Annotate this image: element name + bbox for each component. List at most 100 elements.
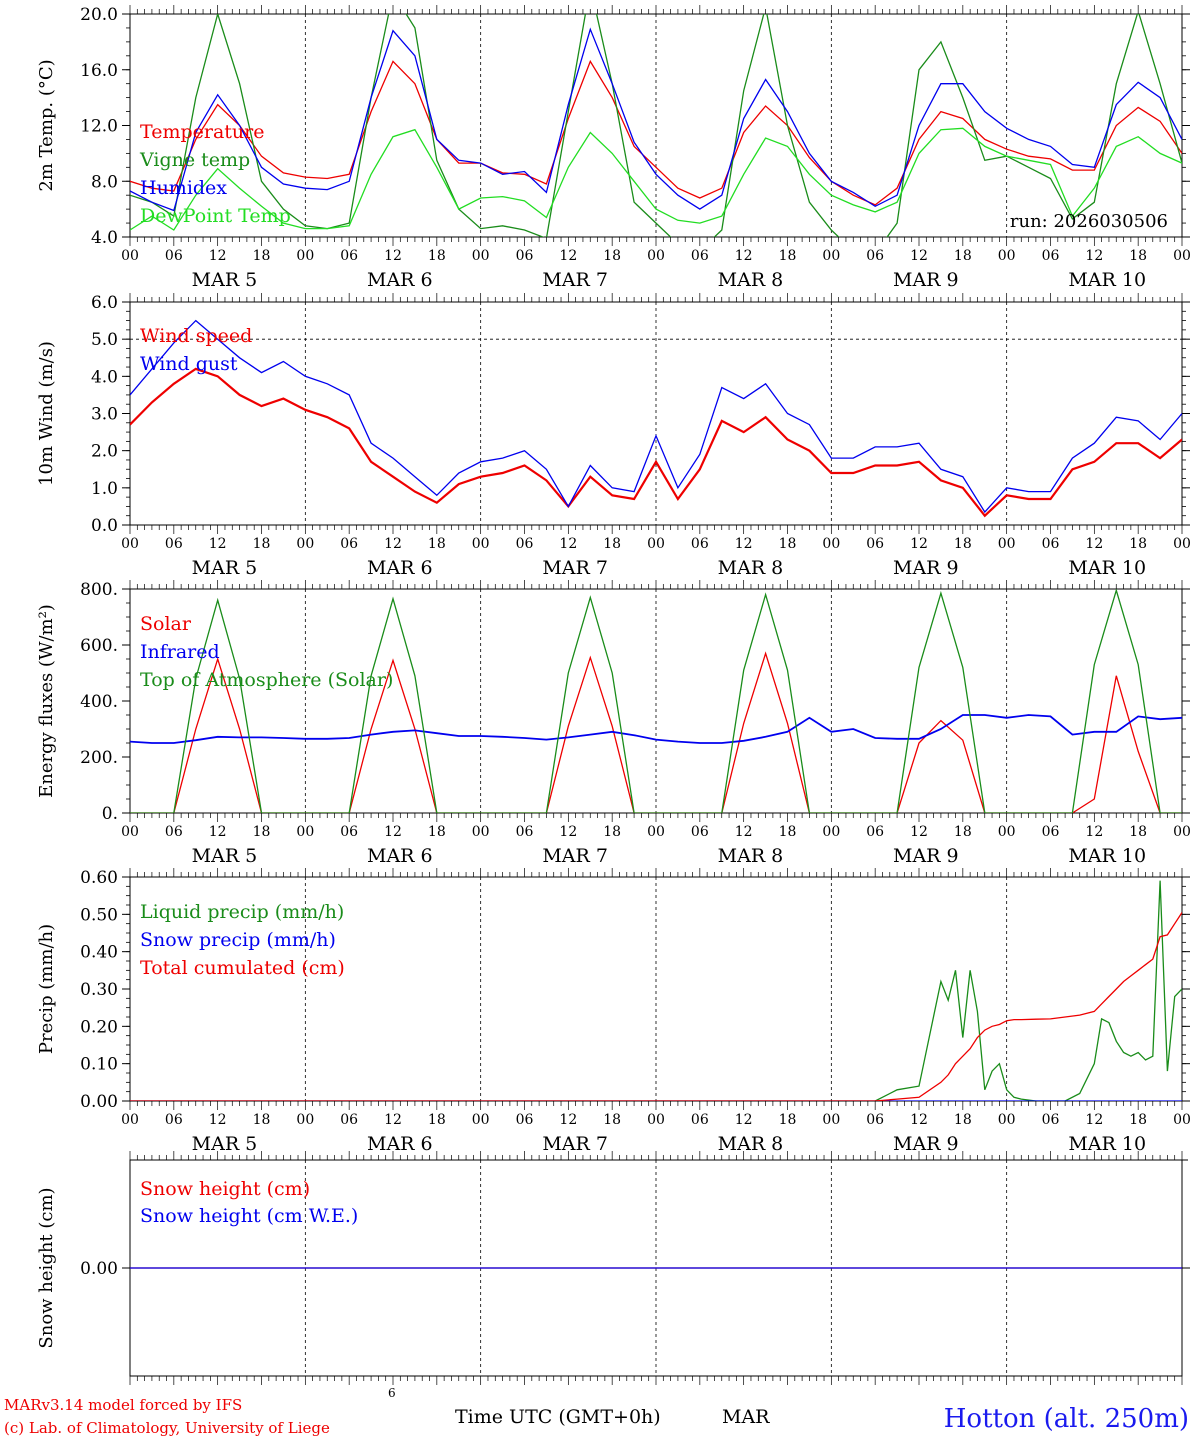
hour-tick-label: 12	[1085, 536, 1103, 552]
panel-4: 0.00 0.10 0.20 0.30 0.40 0.50 0.60 Precip (mm/h…	[36, 868, 1191, 1155]
day-label: MAR 5	[192, 845, 258, 867]
hour-tick-label: 12	[209, 248, 227, 264]
legend-entry: Top of Atmosphere (Solar)	[140, 669, 393, 691]
hour-tick-label: 00	[647, 824, 665, 840]
hour-tick-label: 00	[121, 1112, 139, 1128]
hour-tick-label: 06	[516, 824, 534, 840]
hour-tick-label: 18	[428, 1112, 446, 1128]
hour-tick-label: 12	[209, 824, 227, 840]
day-label: MAR 6	[367, 269, 433, 291]
day-label: MAR 10	[1068, 269, 1146, 291]
hour-tick-label: 00	[121, 824, 139, 840]
hour-tick-label: 12	[910, 1112, 928, 1128]
panel-5: 0.00 Snow height (cm) Snow height (cm) Snow…	[36, 1151, 1190, 1385]
hour-tick-label: 06	[1042, 536, 1060, 552]
lab-credit: (c) Lab. of Climatology, University of L…	[4, 1419, 330, 1437]
day-label: MAR 8	[718, 1133, 784, 1155]
run-annotation: run: 2026030506	[1010, 211, 1168, 232]
hour-tick-label: 18	[954, 824, 972, 840]
y-tick-label: 20.0	[80, 5, 118, 25]
series-line-top-of-atmosphere-solar	[130, 589, 1182, 813]
hour-tick-label: 00	[121, 536, 139, 552]
hour-tick-label: 00	[822, 248, 840, 264]
hour-tick-label: 00	[822, 824, 840, 840]
hour-tick-label: 18	[603, 824, 621, 840]
hour-tick-label: 00	[822, 1112, 840, 1128]
legend-entry: Wind speed	[140, 325, 252, 347]
hour-tick-label: 00	[1173, 536, 1191, 552]
day-label: MAR 6	[367, 557, 433, 579]
y-tick-label: 12.0	[80, 117, 118, 137]
legend-entry: Snow height (cm)	[140, 1178, 310, 1200]
panel-3: 0. 200. 400. 600. 800. Energy fluxes (W/m²) 00…	[36, 580, 1191, 867]
day-label: MAR 10	[1068, 557, 1146, 579]
y-tick-label: 0.30	[80, 980, 118, 1000]
model-credit: MARv3.14 model forced by IFS	[4, 1396, 242, 1414]
y-tick-label: 800.	[80, 580, 118, 600]
day-label: MAR 7	[542, 1133, 608, 1155]
y-tick-label: 5.0	[91, 330, 118, 350]
y-tick-label: 1.0	[91, 479, 118, 499]
hour-tick-label: 12	[384, 248, 402, 264]
hour-tick-label: 00	[998, 1112, 1016, 1128]
y-tick-label: 400.	[80, 692, 118, 712]
hour-tick-label: 06	[691, 824, 709, 840]
day-label: MAR 8	[718, 269, 784, 291]
series-line-infrared	[130, 714, 1182, 744]
legend-entry: Solar	[140, 613, 192, 635]
day-label: MAR 5	[192, 1133, 258, 1155]
hour-tick-label: 06	[691, 1112, 709, 1128]
hour-tick-label: 18	[603, 536, 621, 552]
y-tick-label: 0.40	[80, 943, 118, 963]
hour-tick-label: 06	[340, 824, 358, 840]
hour-tick-label: 12	[910, 248, 928, 264]
hour-tick-label: 18	[253, 536, 271, 552]
legend-entry: Snow precip (mm/h)	[140, 929, 336, 951]
day-label: MAR 9	[893, 557, 959, 579]
hour-tick-label: 06	[340, 536, 358, 552]
hour-tick-label: 12	[1085, 248, 1103, 264]
hour-tick-label: 06	[866, 248, 884, 264]
hour-tick-label: 12	[910, 536, 928, 552]
hour-tick-label: 06	[1042, 248, 1060, 264]
hour-tick-label: 12	[209, 536, 227, 552]
y-axis-title: 10m Wind (m/s)	[36, 341, 57, 486]
y-tick-label: 0.20	[80, 1017, 118, 1037]
hour-tick-label: 00	[296, 824, 314, 840]
month-label: MAR	[722, 1406, 770, 1428]
y-tick-label: 2.0	[91, 442, 118, 462]
series-line-wind-gust	[130, 319, 1182, 514]
day-label: MAR 7	[542, 845, 608, 867]
hour-tick-label: 00	[296, 536, 314, 552]
day-label: MAR 8	[718, 557, 784, 579]
hour-tick-label: 00	[121, 248, 139, 264]
hour-tick-label: 18	[1129, 824, 1147, 840]
y-tick-label: 3.0	[91, 405, 118, 425]
hour-tick-label: 06	[866, 824, 884, 840]
hour-tick-label: 18	[779, 536, 797, 552]
legend-entry: Temperature	[140, 121, 264, 143]
hour-tick-label: 12	[559, 1112, 577, 1128]
y-axis-title: Snow height (cm)	[36, 1187, 57, 1348]
hour-tick-label: 06	[516, 536, 534, 552]
hour-tick-label: 00	[296, 248, 314, 264]
hour-tick-label: 00	[472, 824, 490, 840]
hour-tick-label: 00	[998, 248, 1016, 264]
y-tick-label: 0.10	[80, 1055, 118, 1075]
hour-tick-label: 06	[340, 1112, 358, 1128]
y-tick-label: 0.50	[80, 905, 118, 925]
y-axis-title: Energy fluxes (W/m²)	[36, 604, 57, 798]
day-label: MAR 5	[192, 269, 258, 291]
hour-tick-label: 00	[1173, 248, 1191, 264]
series-line-dewpoint-temp	[130, 127, 1182, 231]
day-label: MAR 10	[1068, 845, 1146, 867]
hour-tick-label: 12	[735, 536, 753, 552]
hour-tick-label: 00	[472, 1112, 490, 1128]
hour-tick-label: 12	[735, 248, 753, 264]
legend-entry: Infrared	[140, 641, 220, 663]
hour-tick-label: 00	[472, 248, 490, 264]
start-day-label: 6	[388, 1386, 396, 1400]
hour-tick-label: 12	[1085, 824, 1103, 840]
hour-tick-label: 12	[735, 824, 753, 840]
day-label: MAR 6	[367, 845, 433, 867]
